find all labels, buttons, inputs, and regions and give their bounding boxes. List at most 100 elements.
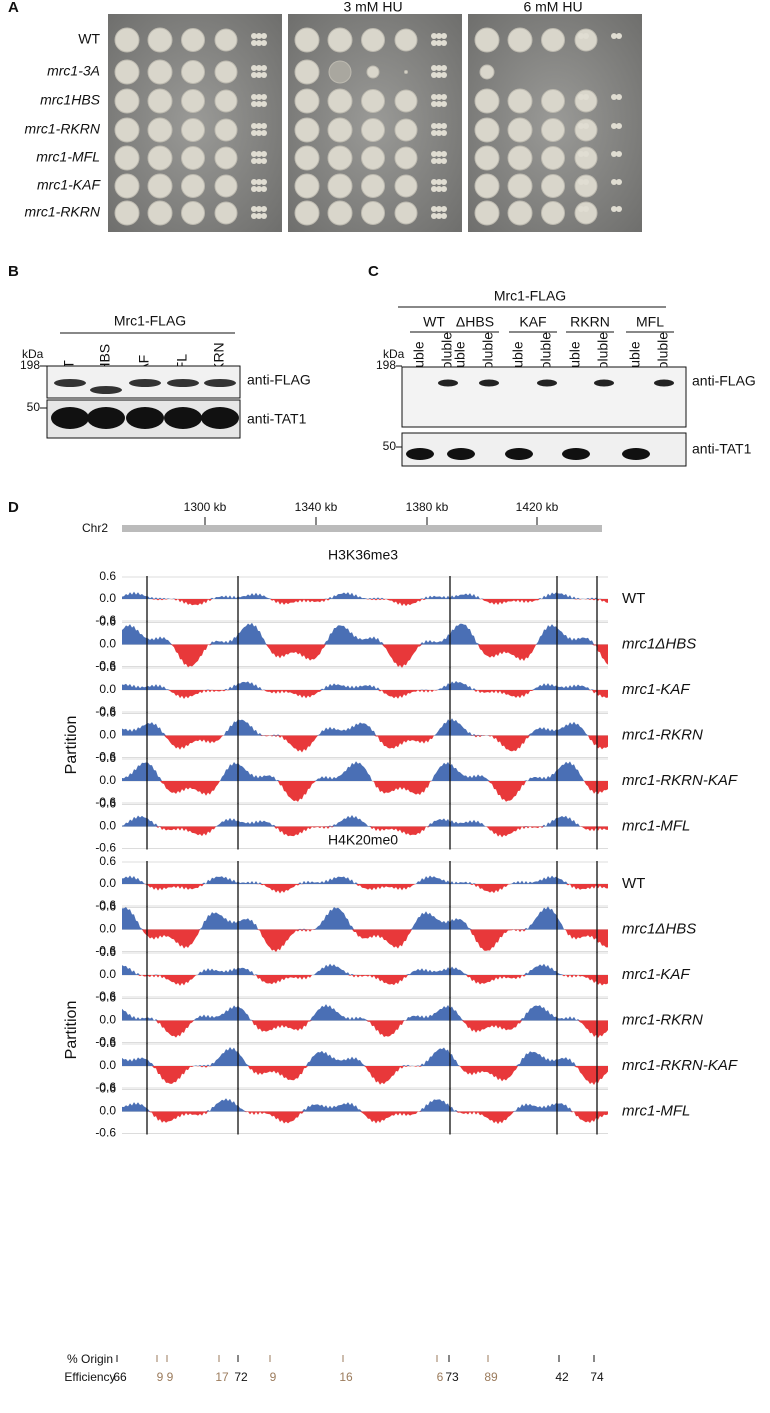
profile-negative [122, 644, 608, 668]
y-tick-label: 0.6 [99, 660, 116, 674]
colony [441, 123, 447, 129]
group-label: KAF [519, 314, 546, 330]
colony [327, 173, 353, 199]
colony [327, 88, 353, 114]
colony [214, 28, 238, 52]
y-tick-label: 0.6 [99, 797, 116, 811]
marker-label: 198 [376, 358, 396, 372]
colony [541, 174, 565, 198]
profile-negative [122, 1066, 608, 1086]
colony [181, 118, 205, 142]
colony [611, 179, 617, 185]
colony [431, 123, 437, 129]
band [505, 448, 533, 460]
colony [578, 206, 584, 212]
strain-label: WT [622, 590, 645, 607]
profile-positive [122, 963, 608, 975]
origin-efficiency: 9 [157, 1370, 164, 1384]
y-tick-label: 0.0 [99, 967, 116, 981]
antibody-label: anti-TAT1 [247, 411, 307, 427]
colony [436, 101, 442, 107]
band [562, 448, 590, 460]
colony [256, 33, 262, 39]
colony [328, 60, 352, 84]
colony [541, 146, 565, 170]
y-tick-label: 0.6 [99, 991, 116, 1005]
y-tick-label: 0.6 [99, 854, 116, 868]
y-tick-label: 0.0 [99, 1013, 116, 1027]
colony [256, 186, 262, 192]
colony [611, 151, 617, 157]
y-tick-label: -0.6 [95, 944, 116, 958]
panel-label: A [8, 0, 19, 16]
colony [181, 28, 205, 52]
colony [441, 40, 447, 46]
y-tick-label: -0.6 [95, 989, 116, 1003]
colony [436, 94, 442, 100]
y-tick-label: -0.6 [95, 898, 116, 912]
colony [114, 173, 140, 199]
colony [441, 94, 447, 100]
colony [441, 33, 447, 39]
colony [327, 200, 353, 226]
colony [431, 33, 437, 39]
colony [147, 145, 173, 171]
colony [616, 94, 622, 100]
colony [251, 94, 257, 100]
colony [616, 179, 622, 185]
band [87, 407, 125, 429]
colony [361, 201, 385, 225]
band [479, 379, 499, 387]
y-tick-label: 0.0 [99, 1058, 116, 1072]
colony [251, 123, 257, 129]
colony [578, 94, 584, 100]
colony [583, 206, 589, 212]
colony [431, 130, 437, 136]
band [447, 448, 475, 460]
strain-label: mrc1-3A [47, 63, 100, 79]
band [438, 379, 458, 387]
colony [441, 101, 447, 107]
colony [578, 33, 584, 39]
band [622, 448, 650, 460]
colony [474, 145, 500, 171]
origin-label: % Origin [67, 1352, 113, 1366]
colony [294, 27, 320, 53]
coordinate-label: 1300 kb [184, 500, 227, 514]
strain-label: mrc1-MFL [36, 149, 100, 165]
colony [114, 59, 140, 85]
colony [261, 101, 267, 107]
colony [431, 158, 437, 164]
colony [251, 40, 257, 46]
chromosome-bar [122, 525, 602, 532]
origin-efficiency: 9 [167, 1370, 174, 1384]
panel-label: B [8, 263, 19, 280]
strain-label: mrc1-RKRN [622, 726, 703, 743]
coordinate-label: 1340 kb [295, 500, 338, 514]
colony [251, 158, 257, 164]
colony [214, 201, 238, 225]
y-tick-label: 0.0 [99, 773, 116, 787]
group-label: ΔHBS [456, 314, 494, 330]
colony [181, 201, 205, 225]
colony [256, 123, 262, 129]
colony [611, 94, 617, 100]
colony [431, 213, 437, 219]
group-label: WT [423, 314, 445, 330]
colony [256, 151, 262, 157]
profile-positive [122, 815, 608, 827]
kda-label: kDa [383, 347, 405, 361]
colony [583, 179, 589, 185]
y-tick-label: 0.0 [99, 682, 116, 696]
profile-positive [122, 622, 608, 645]
colony [574, 146, 598, 170]
colony [541, 201, 565, 225]
colony [294, 173, 320, 199]
condition-label: 3 mM HU [343, 0, 402, 15]
colony [256, 94, 262, 100]
marker-label: 50 [383, 439, 397, 453]
colony [404, 70, 408, 74]
colony [507, 145, 533, 171]
profile-negative [122, 929, 608, 953]
